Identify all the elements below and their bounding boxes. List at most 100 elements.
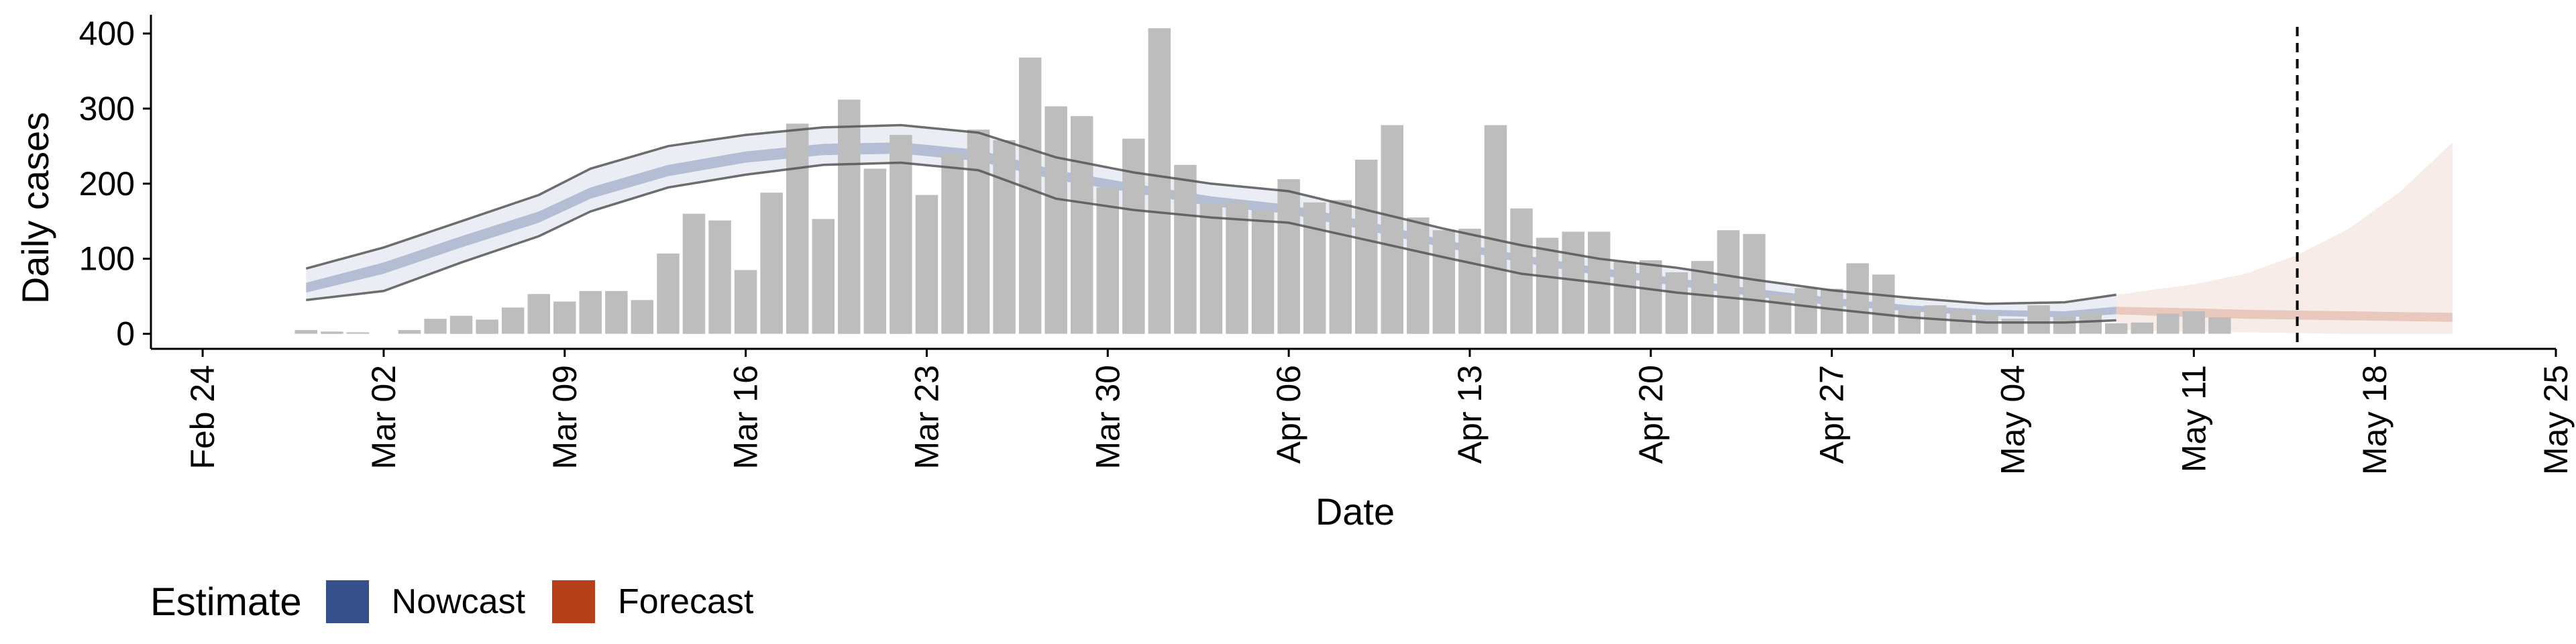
bar	[1096, 187, 1119, 334]
bar	[2208, 317, 2231, 334]
bar	[1665, 272, 1688, 334]
bar	[1071, 116, 1093, 334]
x-tick-label: Mar 30	[1089, 365, 1126, 470]
bar	[2001, 319, 2025, 334]
x-tick-label: May 04	[1994, 365, 2032, 475]
legend-title: Estimate	[150, 580, 302, 624]
bar	[812, 219, 835, 334]
x-tick-label: Apr 27	[1813, 365, 1851, 464]
bar	[424, 319, 447, 334]
y-tick-label: 100	[79, 240, 135, 278]
x-tick-label: Mar 02	[365, 365, 402, 470]
bar	[1872, 274, 1895, 334]
bar	[605, 290, 628, 334]
bar	[863, 168, 887, 334]
bar	[1199, 204, 1223, 334]
bar	[1148, 28, 1171, 334]
bar	[449, 315, 473, 334]
bar	[2053, 315, 2076, 334]
bar	[346, 332, 370, 334]
legend-label-nowcast: Nowcast	[391, 582, 526, 621]
bar	[1743, 233, 1766, 334]
bar	[501, 307, 525, 334]
bar	[967, 129, 990, 334]
legend-item-forecast: Forecast	[552, 580, 753, 623]
y-tick-label: 0	[116, 315, 135, 353]
bar	[1226, 201, 1248, 334]
bar	[2131, 322, 2153, 334]
nowcast-upper-line	[305, 123, 2116, 305]
bar	[1846, 263, 1869, 334]
bar	[2104, 323, 2128, 334]
x-tick-label: Apr 13	[1451, 365, 1489, 464]
bar	[1277, 179, 1300, 334]
x-tick-label: Apr 20	[1632, 365, 1670, 464]
bar	[734, 270, 757, 334]
bar	[890, 135, 912, 334]
bar	[631, 300, 654, 334]
x-tick-label: May 18	[2356, 365, 2394, 475]
bar	[1613, 262, 1636, 334]
bar	[1458, 228, 1481, 334]
y-tick-label: 400	[79, 15, 135, 52]
bar	[1174, 164, 1197, 334]
bar	[1794, 288, 1817, 334]
bar	[1484, 125, 1507, 334]
bar	[1768, 294, 1792, 334]
bar	[1329, 200, 1352, 334]
bar	[579, 290, 602, 334]
forecast-outer-band	[2116, 142, 2453, 334]
y-axis-title: Daily cases	[14, 112, 56, 304]
bar	[1303, 202, 1326, 334]
legend: Estimate Nowcast Forecast	[150, 572, 780, 632]
bar	[1044, 106, 1067, 334]
legend-swatch-nowcast	[325, 580, 369, 623]
bar	[527, 294, 550, 334]
x-tick-label: Mar 16	[727, 365, 765, 470]
bar	[398, 330, 421, 334]
bar	[657, 253, 680, 334]
bar	[786, 123, 809, 334]
bar	[1407, 217, 1430, 334]
legend-item-nowcast: Nowcast	[325, 580, 526, 623]
nowcast-outer-band	[306, 125, 2116, 323]
bar	[915, 195, 938, 334]
bar	[1018, 57, 1042, 334]
x-tick-label: Apr 06	[1270, 365, 1307, 464]
legend-label-forecast: Forecast	[618, 582, 754, 621]
bar	[1355, 160, 1378, 334]
x-tick-label: Mar 09	[546, 365, 584, 470]
forecast-inner-band	[2116, 307, 2453, 322]
bar	[682, 213, 706, 334]
bar	[1251, 210, 1275, 334]
bar	[1536, 237, 1559, 334]
bar	[1898, 309, 1921, 334]
bar	[708, 220, 731, 334]
axes-layer: 0 100 200 300 400 Feb 24 Mar 02 Mar 09 Mar 16 Mar…	[79, 15, 2575, 475]
bar	[1381, 125, 1403, 334]
bar	[476, 319, 498, 334]
legend-swatch-forecast	[552, 580, 596, 623]
y-tick-label: 200	[79, 165, 135, 203]
bar	[1122, 138, 1145, 334]
bar	[941, 154, 964, 334]
bar	[2182, 311, 2205, 334]
x-axis-title: Date	[1316, 490, 1395, 533]
bar	[993, 140, 1016, 334]
bar	[2079, 313, 2102, 334]
bars-layer	[294, 28, 2231, 334]
bar	[1640, 260, 1662, 334]
lines-layer	[305, 27, 2299, 349]
x-tick-label: Feb 24	[184, 365, 221, 470]
bar	[1820, 288, 1843, 334]
bar	[1432, 230, 1456, 334]
y-tick-label: 300	[79, 90, 135, 127]
bar	[321, 331, 343, 334]
bar	[838, 99, 861, 334]
bar	[1562, 231, 1585, 334]
bar	[2157, 313, 2180, 334]
bar	[294, 330, 317, 334]
bar	[553, 301, 576, 334]
bar	[2027, 305, 2050, 334]
